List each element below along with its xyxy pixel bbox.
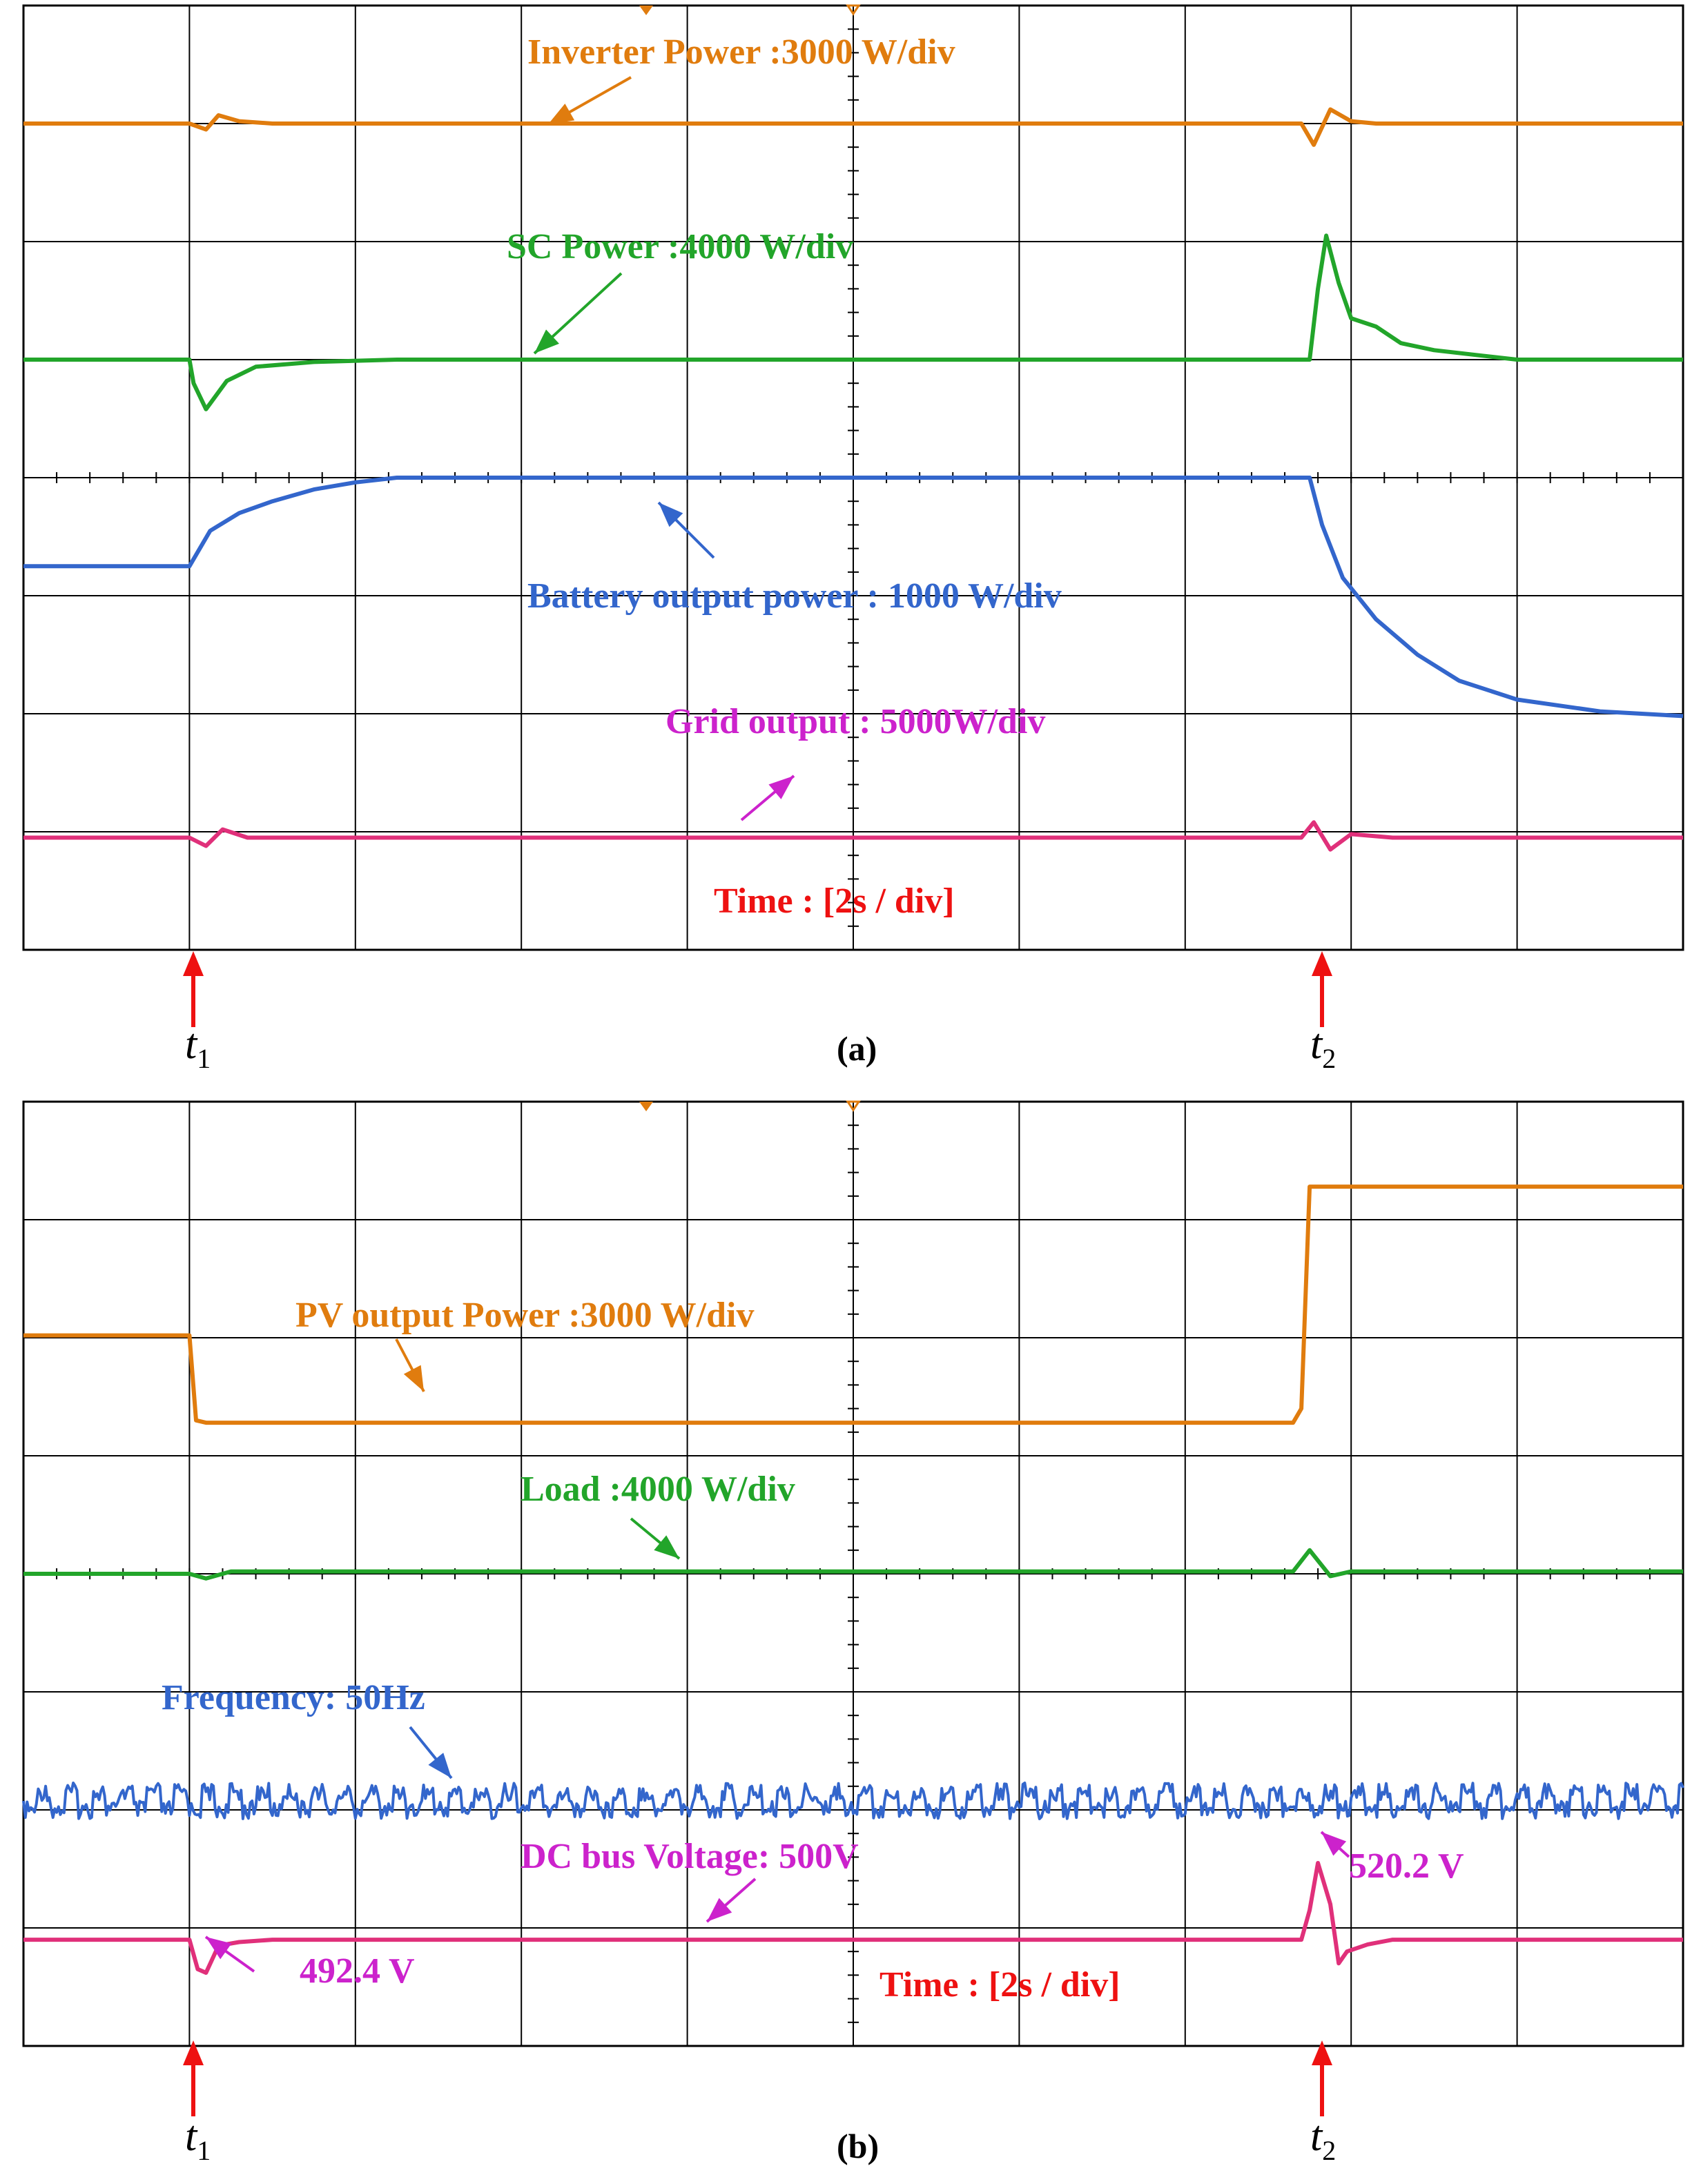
pointer-max-voltage-head bbox=[1321, 1832, 1347, 1856]
pointer-frequency-head bbox=[428, 1753, 451, 1778]
trigger-marker-b bbox=[846, 1100, 861, 1112]
series-label-load: Load :4000 W/div bbox=[521, 1470, 795, 1509]
trace-b-0 bbox=[23, 1184, 1683, 1425]
t2-label-b: t2 bbox=[1310, 2113, 1336, 2166]
t2-arrow-b bbox=[1312, 2040, 1332, 2116]
time-per-div-b: Time : [2s / div] bbox=[879, 1965, 1120, 2005]
t1-label-a: t1 bbox=[185, 1021, 211, 1074]
time-per-div-a: Time : [2s / div] bbox=[714, 881, 955, 921]
pointer-min-voltage-head bbox=[206, 1937, 232, 1960]
oscilloscope-grid-a: Inverter Power :3000 W/div SC Power :4000… bbox=[22, 4, 1684, 951]
trace-b-1 bbox=[23, 1548, 1683, 1581]
t1-arrow-b bbox=[183, 2040, 204, 2116]
caption-a: (a) bbox=[837, 1029, 877, 1068]
series-label-inverter: Inverter Power :3000 W/div bbox=[527, 32, 955, 72]
pointer-dcbus-head bbox=[707, 1898, 732, 1922]
trace-b-2 bbox=[22, 1782, 1684, 1820]
annotation-min-voltage: 492.4 V bbox=[300, 1951, 415, 1991]
series-label-pv: PV output Power :3000 W/div bbox=[295, 1296, 755, 1335]
pointer-inverter-head bbox=[548, 104, 575, 124]
series-label-battery: Battery output power : 1000 W/div bbox=[527, 576, 1062, 616]
pointer-sc-head bbox=[534, 329, 559, 353]
t1-arrow-a bbox=[183, 951, 204, 1027]
trace-b-3 bbox=[23, 1861, 1683, 1975]
pointer-pv-head bbox=[403, 1365, 424, 1392]
trace-a-0 bbox=[23, 107, 1683, 147]
trace-a-3 bbox=[23, 820, 1683, 852]
pointer-load-head bbox=[654, 1535, 679, 1559]
series-label-grid: Grid output : 5000W/div bbox=[665, 702, 1045, 741]
series-label-frequency: Frequency: 50Hz bbox=[162, 1678, 425, 1717]
trace-a-1 bbox=[23, 233, 1683, 411]
series-label-sc: SC Power :4000 W/div bbox=[507, 227, 853, 266]
t2-arrow-a bbox=[1312, 951, 1332, 1027]
trigger-marker-a bbox=[846, 4, 861, 16]
pointer-battery-head bbox=[659, 503, 683, 527]
pointer-grid-head bbox=[768, 776, 794, 799]
trigger-marker-a bbox=[639, 6, 653, 15]
trace-a-2 bbox=[23, 476, 1684, 719]
annotation-max-voltage: 520.2 V bbox=[1349, 1846, 1464, 1886]
scope-panel-a: Inverter Power :3000 W/div SC Power :4000… bbox=[22, 4, 1684, 951]
caption-b: (b) bbox=[837, 2127, 879, 2165]
series-label-dcbus: DC bus Voltage: 500V bbox=[521, 1837, 859, 1876]
t1-label-b: t1 bbox=[185, 2113, 211, 2166]
oscilloscope-grid-b: PV output Power :3000 W/div Load :4000 W/… bbox=[22, 1100, 1684, 2047]
trigger-marker-b bbox=[639, 1102, 653, 1111]
scope-panel-b: PV output Power :3000 W/div Load :4000 W/… bbox=[22, 1100, 1684, 2047]
t2-label-a: t2 bbox=[1310, 1021, 1336, 1074]
